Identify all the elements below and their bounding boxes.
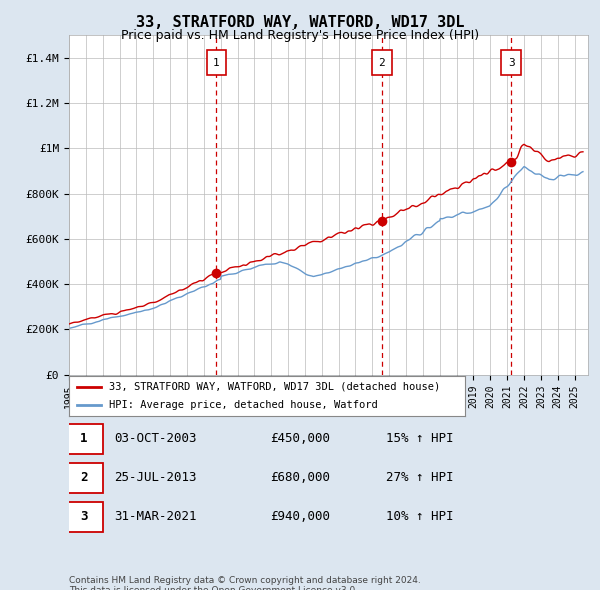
Text: 03-OCT-2003: 03-OCT-2003 — [114, 432, 196, 445]
Text: 3: 3 — [80, 510, 87, 523]
Text: 3: 3 — [508, 58, 515, 67]
Text: HPI: Average price, detached house, Watford: HPI: Average price, detached house, Watf… — [109, 400, 377, 410]
Text: £940,000: £940,000 — [269, 510, 329, 523]
Text: 2: 2 — [80, 471, 87, 484]
Text: 31-MAR-2021: 31-MAR-2021 — [114, 510, 196, 523]
Text: Price paid vs. HM Land Registry's House Price Index (HPI): Price paid vs. HM Land Registry's House … — [121, 30, 479, 42]
FancyBboxPatch shape — [64, 463, 103, 493]
Text: 15% ↑ HPI: 15% ↑ HPI — [386, 432, 454, 445]
Text: £680,000: £680,000 — [269, 471, 329, 484]
Text: Contains HM Land Registry data © Crown copyright and database right 2024.
This d: Contains HM Land Registry data © Crown c… — [69, 576, 421, 590]
FancyBboxPatch shape — [64, 424, 103, 454]
FancyBboxPatch shape — [502, 50, 521, 76]
Text: 33, STRATFORD WAY, WATFORD, WD17 3DL (detached house): 33, STRATFORD WAY, WATFORD, WD17 3DL (de… — [109, 382, 440, 392]
Text: 1: 1 — [80, 432, 87, 445]
Text: 1: 1 — [213, 58, 220, 67]
Text: 27% ↑ HPI: 27% ↑ HPI — [386, 471, 454, 484]
FancyBboxPatch shape — [206, 50, 226, 76]
Text: 33, STRATFORD WAY, WATFORD, WD17 3DL: 33, STRATFORD WAY, WATFORD, WD17 3DL — [136, 15, 464, 30]
Text: 2: 2 — [379, 58, 385, 67]
FancyBboxPatch shape — [64, 502, 103, 532]
Text: 25-JUL-2013: 25-JUL-2013 — [114, 471, 196, 484]
FancyBboxPatch shape — [372, 50, 392, 76]
Text: 10% ↑ HPI: 10% ↑ HPI — [386, 510, 454, 523]
Text: £450,000: £450,000 — [269, 432, 329, 445]
